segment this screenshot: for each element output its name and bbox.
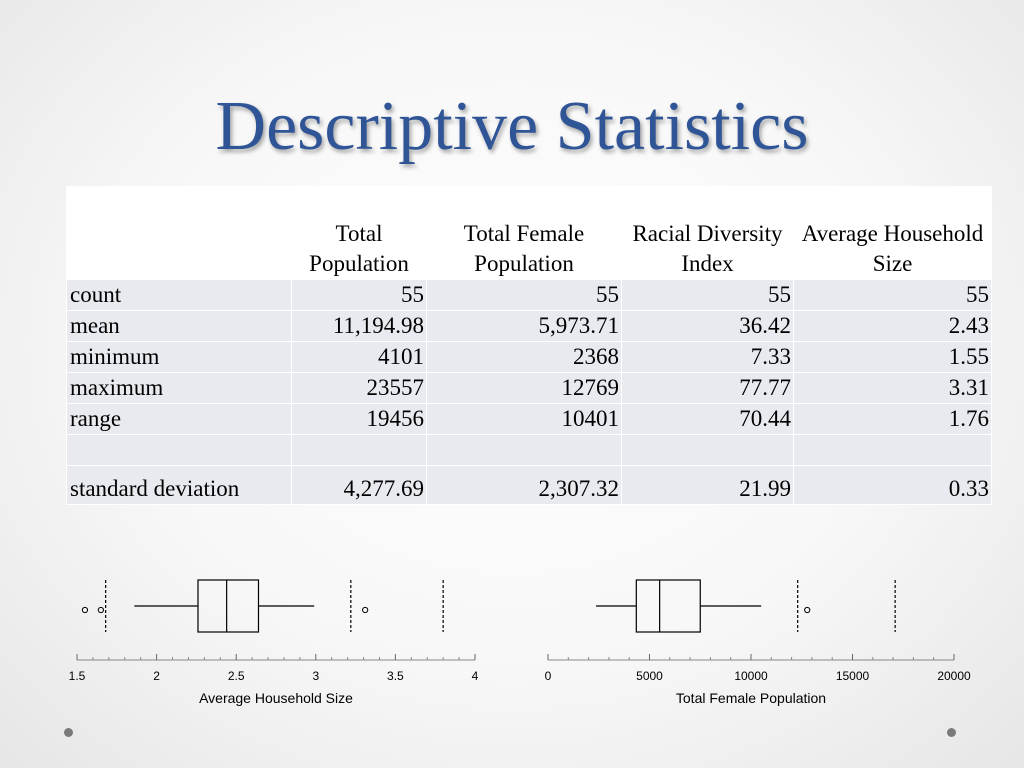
x-tick-label: 1.5 [69,669,86,683]
header-cell-empty [66,186,292,280]
table-cell: 11,194.98 [291,310,427,342]
header-total-female-population: Total Female Population [426,186,622,280]
table-cell: 55 [621,279,794,311]
table-cell: 55 [291,279,427,311]
x-tick-label: 2.5 [228,669,245,683]
iqr-box [197,579,260,633]
table-cell [793,434,992,466]
x-tick-label: 2 [153,669,160,683]
table-cell: 3.31 [793,372,992,404]
table-cell: 12769 [426,372,622,404]
row-label: minimum [66,341,292,373]
table-cell [621,434,794,466]
table-cell: 5,973.71 [426,310,622,342]
table-cell: 21.99 [621,465,794,505]
table-cell: 4,277.69 [291,465,427,505]
table-row: standard deviation 4,277.69 2,307.32 21.… [66,465,992,505]
table-cell: 7.33 [621,341,794,373]
x-tick-label: 4 [472,669,479,683]
outlier-point [804,606,811,614]
row-label: mean [66,310,292,342]
outlier-point [81,606,89,614]
table-row: maximum 23557 12769 77.77 3.31 [66,372,992,404]
row-label: range [66,403,292,435]
x-axis-label: Average Household Size [199,690,353,706]
header-racial-diversity-index: Racial Diversity Index [621,186,794,280]
table-row: minimum 4101 2368 7.33 1.55 [66,341,992,373]
row-label: maximum [66,372,292,404]
table-cell: 36.42 [621,310,794,342]
row-label [66,434,292,466]
x-tick-label: 10000 [734,669,768,683]
table-cell: 4101 [291,341,427,373]
x-tick-label: 20000 [937,669,971,683]
table-cell: 1.76 [793,403,992,435]
row-label: standard deviation [66,465,292,505]
stats-table: Total Population Total Female Population… [66,186,992,505]
table-cell: 10401 [426,403,622,435]
outlier-point [97,606,104,614]
table-cell: 77.77 [621,372,794,404]
table-cell: 0.33 [793,465,992,505]
table-cell: 2.43 [793,310,992,342]
table-cell: 55 [426,279,622,311]
table-cell: 55 [793,279,992,311]
table-cell: 2,307.32 [426,465,622,505]
slide-bullet-right [947,728,956,737]
x-tick-label: 5000 [636,669,663,683]
table-cell: 23557 [291,372,427,404]
table-cell: 70.44 [621,403,794,435]
x-tick-label: 15000 [836,669,870,683]
x-tick-label: 3.5 [387,669,404,683]
outlier-point [362,606,369,614]
table-row-blank [66,434,992,466]
table-row: count 55 55 55 55 [66,279,992,311]
slide-bullet-left [64,728,73,737]
slide-title: Descriptive Statistics [215,88,809,165]
header-total-population: Total Population [291,186,427,280]
x-tick-label: 3 [312,669,319,683]
table-row: range 19456 10401 70.44 1.76 [66,403,992,435]
table-cell: 19456 [291,403,427,435]
header-average-household-size: Average Household Size [793,186,992,280]
iqr-box [635,579,701,633]
boxplot-charts: 1.5 2 2.5 3 3.5 4 Average Household Size 0 5000 1… [69,579,971,706]
row-label: count [66,279,292,311]
table-cell [426,434,622,466]
table-cell: 2368 [426,341,622,373]
table-header-row: Total Population Total Female Population… [66,186,992,280]
x-tick-label: 0 [545,669,552,683]
x-axis-label: Total Female Population [676,690,826,706]
table-row: mean 11,194.98 5,973.71 36.42 2.43 [66,310,992,342]
table-cell [291,434,427,466]
table-cell: 1.55 [793,341,992,373]
